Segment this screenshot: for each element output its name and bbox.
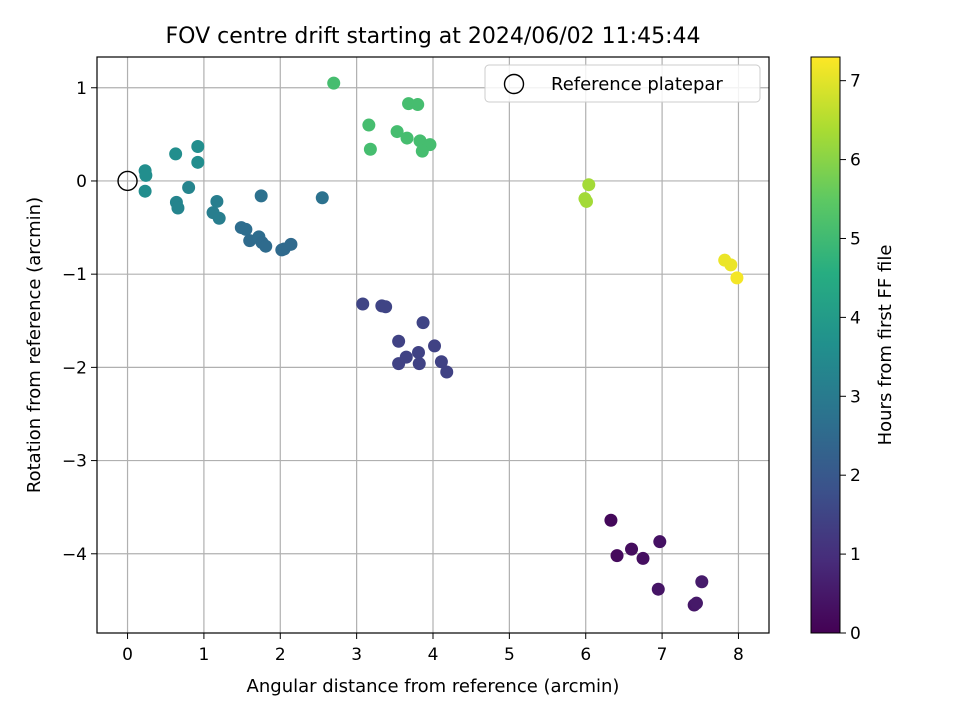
colorbar-gradient — [810, 56, 841, 634]
y-tick-label: −1 — [62, 265, 87, 285]
data-point — [579, 194, 593, 208]
legend-entry: Reference platepar — [551, 74, 723, 95]
data-point — [604, 513, 618, 527]
colorbar: 0 1 2 3 4 5 6 7 Hours from first FF file — [810, 56, 896, 644]
data-point — [440, 365, 454, 379]
data-point — [415, 144, 429, 158]
colorbar-ticks: 0 1 2 3 4 5 6 7 — [840, 72, 861, 644]
data-point — [212, 211, 226, 225]
data-points — [117, 76, 744, 612]
x-tick-label: 7 — [657, 645, 668, 665]
axis-ticks: 0 1 2 3 4 5 6 7 8 1 0 −1 −2 −3 −4 — [62, 79, 744, 665]
plot-area-frame — [96, 56, 770, 634]
data-point — [362, 118, 376, 132]
legend-box — [484, 64, 761, 103]
data-point — [379, 300, 393, 314]
legend-marker-open-circle — [503, 73, 525, 95]
x-tick-label: 5 — [504, 645, 515, 665]
y-tick-label: −3 — [62, 452, 87, 472]
x-tick-label: 4 — [428, 645, 439, 665]
data-point — [392, 334, 406, 348]
data-point — [239, 222, 253, 236]
data-point — [139, 168, 153, 182]
colorbar-tick-label: 5 — [850, 229, 861, 249]
data-point — [724, 258, 738, 272]
x-tick-label: 2 — [275, 645, 286, 665]
data-point — [625, 542, 639, 556]
data-point — [695, 575, 709, 589]
colorbar-tick-label: 2 — [850, 466, 861, 486]
data-point — [412, 357, 426, 371]
data-point — [210, 194, 224, 208]
colorbar-label: Hours from first FF file — [875, 245, 896, 446]
y-tick-label: 1 — [76, 79, 87, 99]
data-point — [191, 139, 205, 153]
data-point — [416, 316, 430, 330]
colorbar-tick-label: 3 — [850, 387, 861, 407]
data-point — [582, 178, 596, 192]
data-point — [169, 147, 183, 161]
reference-platepar-marker — [117, 170, 138, 192]
data-point — [182, 180, 196, 194]
data-point — [315, 191, 329, 205]
data-point — [651, 582, 665, 596]
x-axis-label: Angular distance from reference (arcmin) — [247, 676, 620, 697]
data-point — [653, 535, 667, 549]
x-tick-label: 0 — [122, 645, 133, 665]
data-point — [171, 201, 185, 215]
data-point — [636, 551, 650, 565]
data-point — [434, 355, 448, 369]
y-tick-label: −4 — [62, 545, 87, 565]
x-tick-label: 1 — [198, 645, 209, 665]
colorbar-tick-label: 7 — [850, 72, 861, 92]
data-point — [191, 155, 205, 169]
colorbar-tick-label: 4 — [850, 308, 861, 328]
data-point — [730, 271, 744, 285]
data-point — [399, 350, 413, 364]
data-point — [284, 237, 298, 251]
data-point — [254, 189, 268, 203]
data-point — [390, 125, 404, 139]
y-tick-label: −2 — [62, 358, 87, 378]
chart-title: FOV centre drift starting at 2024/06/02 … — [166, 24, 701, 49]
data-point — [259, 239, 273, 253]
data-point — [411, 345, 425, 359]
data-point — [428, 339, 442, 353]
colorbar-tick-label: 0 — [850, 624, 861, 644]
data-point — [610, 549, 624, 563]
y-tick-label: 0 — [76, 172, 87, 192]
data-point — [689, 596, 703, 610]
colorbar-tick-label: 1 — [850, 545, 861, 565]
x-tick-label: 6 — [580, 645, 591, 665]
data-point — [400, 131, 414, 145]
colorbar-tick-label: 6 — [850, 151, 861, 171]
data-point — [138, 184, 152, 198]
data-point — [356, 297, 370, 311]
x-tick-label: 8 — [733, 645, 744, 665]
x-tick-label: 3 — [351, 645, 362, 665]
data-point — [327, 76, 341, 90]
data-point — [411, 98, 425, 112]
data-point — [363, 142, 377, 156]
legend: Reference platepar — [484, 64, 761, 103]
y-axis-label: Rotation from reference (arcmin) — [24, 197, 45, 493]
